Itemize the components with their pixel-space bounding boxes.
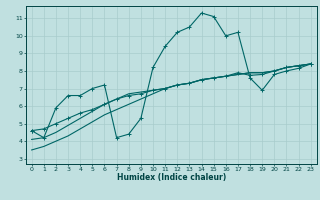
X-axis label: Humidex (Indice chaleur): Humidex (Indice chaleur)	[116, 173, 226, 182]
